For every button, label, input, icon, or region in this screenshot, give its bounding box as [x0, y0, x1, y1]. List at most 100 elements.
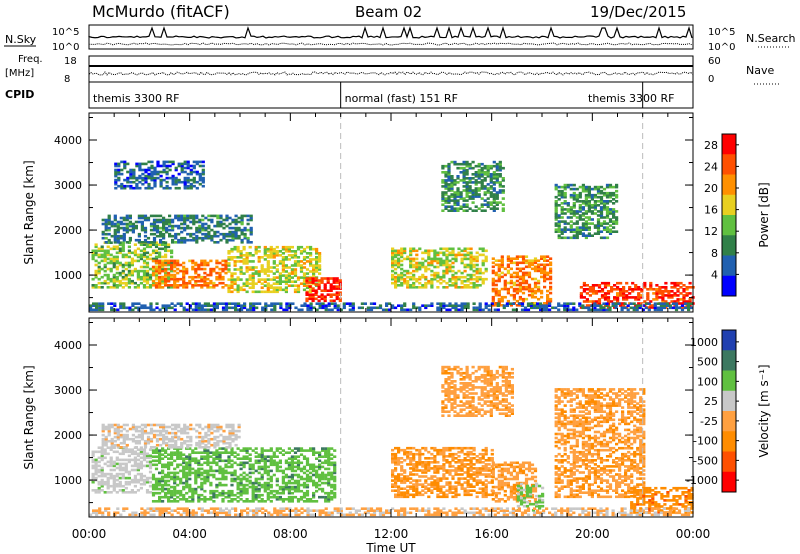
echo-cell [170, 477, 174, 481]
echo-cell [560, 304, 564, 307]
echo-cell [106, 249, 110, 253]
echo-cell [124, 450, 128, 454]
echo-cell [442, 279, 446, 283]
echo-cell [155, 230, 160, 234]
echo-cell [581, 183, 585, 187]
echo-cell [391, 261, 395, 265]
echo-cell [107, 222, 111, 226]
echo-cell [492, 164, 496, 168]
echo-cell [115, 271, 119, 275]
echo-cell [249, 228, 253, 232]
echo-cell [161, 475, 165, 479]
echo-cell [594, 300, 599, 303]
echo-cell [112, 468, 116, 472]
echo-cell [409, 253, 413, 257]
echo-cell [582, 300, 586, 303]
echo-cell [597, 298, 602, 301]
echo-cell [234, 222, 238, 226]
echo-cell [394, 284, 398, 287]
echo-cell [540, 269, 544, 273]
echo-cell [231, 230, 235, 234]
echo-cell [278, 447, 282, 450]
echo-cell [628, 292, 632, 295]
echo-cell [272, 461, 276, 465]
echo-cell [391, 253, 395, 257]
echo-cell [176, 259, 180, 263]
echo-cell [194, 284, 198, 287]
echo-cell [572, 236, 576, 240]
echo-cell [230, 274, 234, 277]
echo-cell [688, 286, 692, 289]
echo-cell [474, 193, 478, 196]
echo-cell [469, 257, 473, 261]
echo-cell [563, 193, 567, 197]
echo-cell [457, 253, 461, 257]
echo-cell [131, 425, 135, 429]
echo-cell [167, 263, 171, 267]
echo-cell [332, 281, 336, 284]
echo-cell [412, 277, 416, 281]
echo-cell [314, 297, 318, 301]
echo-cell [667, 296, 671, 299]
echo-cell [127, 470, 131, 474]
echo-cell [278, 288, 282, 292]
echo-cell [296, 479, 301, 483]
echo-cell [605, 228, 610, 231]
echo-cell [486, 175, 490, 178]
echo-cell [113, 304, 117, 307]
echo-cell [302, 256, 307, 259]
echo-cell [456, 181, 460, 184]
echo-cell [333, 302, 337, 305]
echo-cell [192, 232, 196, 236]
echo-cell [182, 465, 186, 469]
echo-cell [566, 210, 570, 213]
echo-cell [323, 287, 327, 290]
echo-cell [195, 238, 199, 242]
echo-cell [154, 267, 159, 271]
echo-cell [124, 466, 128, 470]
echo-cell [456, 187, 460, 190]
echo-cell [194, 308, 198, 312]
echo-cell [312, 449, 316, 452]
echo-cell [230, 451, 234, 454]
echo-cell [315, 489, 319, 493]
echo-cell [615, 218, 619, 221]
echo-cell [560, 191, 564, 195]
echo-cell [171, 238, 175, 242]
echo-cell [103, 265, 107, 269]
echo-cell [148, 454, 153, 458]
echo-cell [145, 454, 150, 458]
echo-cell [512, 289, 516, 293]
echo-cell [332, 279, 336, 282]
echo-cell [140, 226, 144, 230]
echo-cell [388, 302, 392, 305]
echo-cell [318, 459, 322, 463]
echo-cell [664, 300, 668, 303]
echo-cell [569, 236, 573, 240]
echo-cell [554, 183, 558, 187]
echo-cell [501, 185, 505, 188]
echo-cell [186, 186, 190, 190]
echo-cell [146, 218, 151, 222]
echo-cell [478, 302, 482, 305]
echo-cell [646, 298, 650, 301]
echo-cell [293, 487, 298, 491]
echo-cell [533, 267, 538, 271]
echo-cell [192, 176, 196, 180]
echo-cell [242, 465, 246, 469]
echo-cell [173, 471, 177, 475]
echo-cell [251, 254, 255, 257]
echo-cell [177, 224, 181, 228]
echo-cell [447, 171, 451, 174]
echo-cell [537, 259, 541, 262]
echo-cell [251, 280, 255, 283]
echo-cell [275, 491, 279, 495]
echo-cell [332, 299, 336, 303]
echo-cell [148, 460, 153, 464]
echo-cell [189, 234, 193, 238]
echo-cell [164, 491, 168, 495]
echo-cell [260, 266, 264, 269]
echo-cell [266, 268, 270, 271]
echo-cell [308, 281, 312, 284]
echo-cell [406, 257, 410, 261]
